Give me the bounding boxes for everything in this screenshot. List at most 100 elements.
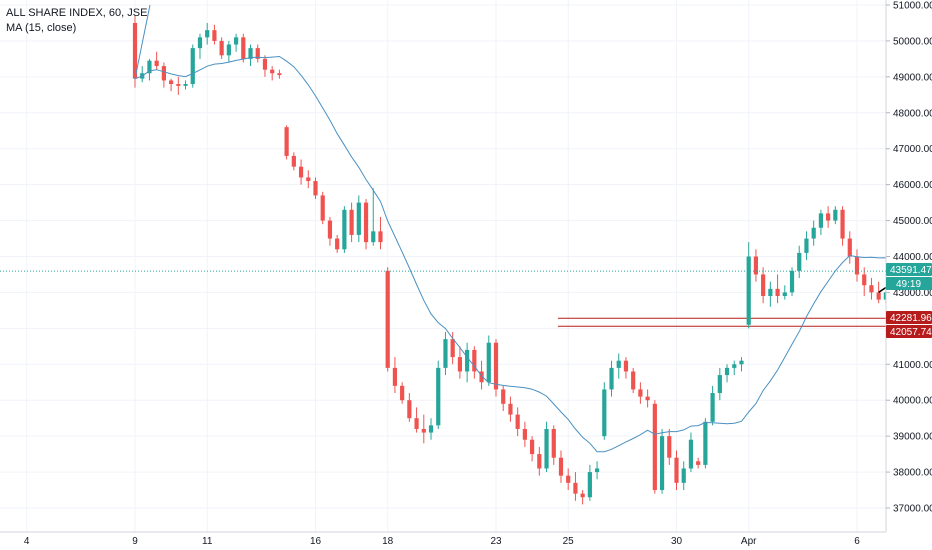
candle-body <box>573 482 578 494</box>
candle-body <box>407 400 412 419</box>
y-tick-label: 38000.00 <box>893 468 932 479</box>
y-tick-label: 41000.00 <box>893 360 932 371</box>
moving-average-line <box>134 4 932 453</box>
y-axis-ticks: 37000.00 38000.00 39000.00 40000.00 41000.00… <box>886 1 932 515</box>
candle-body <box>212 30 217 41</box>
candle-body <box>342 209 347 250</box>
candle-body <box>183 84 188 86</box>
x-tick-label: 18 <box>382 536 394 547</box>
candle-body <box>768 288 773 297</box>
candle-body <box>804 238 809 253</box>
candle-body <box>385 270 390 368</box>
candle-body <box>696 461 701 465</box>
candle-body <box>154 60 159 67</box>
candle-body <box>840 209 845 239</box>
candle-body <box>132 22 138 79</box>
x-tick-label: 4 <box>24 536 30 547</box>
candle-body <box>522 428 527 440</box>
candle-body <box>169 80 174 85</box>
candle-body <box>847 238 852 257</box>
y-tick-label: 40000.00 <box>893 396 932 407</box>
candle-body <box>638 389 643 397</box>
candle-body <box>479 371 484 383</box>
candle-body <box>465 349 470 372</box>
y-tick-label: 44000.00 <box>893 252 932 263</box>
candle-body <box>717 375 722 394</box>
candle-body <box>486 342 491 383</box>
candle-body <box>363 202 369 243</box>
candle-body <box>371 231 376 243</box>
y-tick-label: 50000.00 <box>893 36 932 47</box>
candle-body <box>537 454 542 469</box>
candle-body <box>645 396 650 401</box>
x-tick-label: 30 <box>671 536 683 547</box>
countdown-label: 49:19 <box>886 277 932 290</box>
candle-body <box>587 472 592 498</box>
candle-body <box>674 457 679 483</box>
candle-body <box>602 389 607 437</box>
support-label-1: 42281.96 <box>886 311 932 324</box>
candle-body <box>349 209 354 235</box>
candle-body <box>826 213 831 221</box>
support-value-1: 42281.96 <box>890 313 932 324</box>
candle-body <box>378 231 383 243</box>
y-tick-label: 46000.00 <box>893 180 932 191</box>
candle-body <box>566 475 571 483</box>
candle-body <box>558 457 564 476</box>
candle-body <box>255 48 260 59</box>
y-tick-label: 43000.00 <box>893 288 932 299</box>
grid <box>0 0 886 532</box>
candle-body <box>688 439 694 469</box>
candle-body <box>313 181 318 196</box>
y-tick-label: 49000.00 <box>893 72 932 83</box>
time-axis-corner <box>886 532 932 550</box>
symbol-title[interactable]: ALL SHARE INDEX, 60, JSE <box>6 7 148 19</box>
candle-body <box>739 360 744 365</box>
candle-body <box>400 385 405 401</box>
candle-body <box>797 252 802 271</box>
candle-body <box>327 220 333 239</box>
y-tick-label: 37000.00 <box>893 504 932 515</box>
candle-body <box>205 30 210 38</box>
candle-body <box>667 436 672 458</box>
candle-body <box>623 360 629 372</box>
candle-body <box>226 44 231 56</box>
indicator-label[interactable]: MA (15, close) <box>6 22 77 34</box>
candlestick-series <box>132 15 932 505</box>
candle-body <box>753 256 759 275</box>
x-tick-label: 16 <box>310 536 322 547</box>
candle-body <box>335 238 340 250</box>
candle-body <box>147 60 152 74</box>
x-tick-label: 25 <box>563 536 575 547</box>
countdown-value: 49:19 <box>896 279 921 290</box>
candle-body <box>515 414 520 429</box>
candle-body <box>176 84 181 86</box>
candle-body <box>320 195 325 221</box>
candle-body <box>414 418 419 429</box>
candle-body <box>450 339 455 358</box>
candle-body <box>775 288 780 297</box>
candle-body <box>659 436 665 491</box>
candle-body <box>862 274 867 286</box>
candle-body <box>811 227 816 239</box>
candle-body <box>277 73 282 76</box>
candle-body <box>233 37 239 45</box>
candle-body <box>703 421 708 465</box>
candle-body <box>508 403 513 415</box>
candle-body <box>356 202 361 235</box>
candle-body <box>248 48 253 59</box>
y-tick-label: 51000.00 <box>893 1 932 12</box>
candle-body <box>306 177 311 182</box>
candle-body <box>833 209 838 221</box>
candle-body <box>493 342 499 390</box>
candle-body <box>652 403 657 491</box>
y-tick-label: 48000.00 <box>893 108 932 119</box>
candle-body <box>594 468 600 473</box>
candle-body <box>443 339 448 368</box>
candle-body <box>241 37 246 59</box>
candle-body <box>551 428 556 458</box>
candle-body <box>681 468 686 483</box>
candle-body <box>530 439 535 455</box>
time-axis[interactable]: 4 9 11 16 18 23 25 30 Apr 6 <box>0 531 932 550</box>
